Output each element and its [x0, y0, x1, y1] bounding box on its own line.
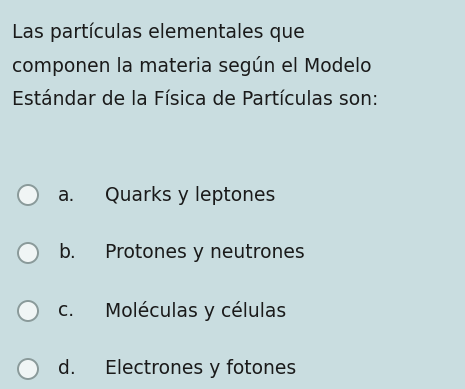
Text: b.: b.: [58, 244, 76, 263]
Text: Estándar de la Física de Partículas son:: Estándar de la Física de Partículas son:: [12, 90, 379, 109]
Text: Las partículas elementales que: Las partículas elementales que: [12, 22, 305, 42]
Text: componen la materia según el Modelo: componen la materia según el Modelo: [12, 56, 372, 76]
Text: Quarks y leptones: Quarks y leptones: [105, 186, 275, 205]
Text: Electrones y fotones: Electrones y fotones: [105, 359, 296, 378]
Text: d.: d.: [58, 359, 76, 378]
Text: c.: c.: [58, 301, 74, 321]
Circle shape: [18, 243, 38, 263]
Circle shape: [18, 185, 38, 205]
Text: Moléculas y células: Moléculas y células: [105, 301, 286, 321]
Circle shape: [18, 301, 38, 321]
Text: Protones y neutrones: Protones y neutrones: [105, 244, 305, 263]
Text: a.: a.: [58, 186, 75, 205]
Circle shape: [18, 359, 38, 379]
